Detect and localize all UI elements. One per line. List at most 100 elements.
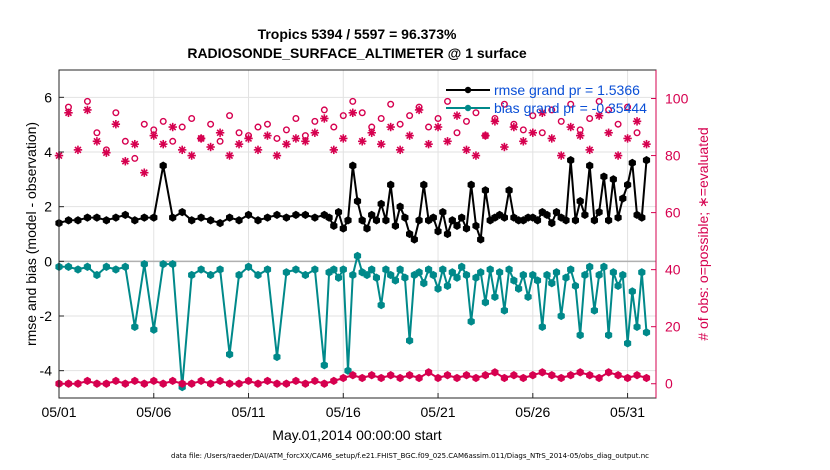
evaluated-point [73, 145, 83, 155]
possible-bottom-point [216, 376, 224, 386]
y-axis-left: -4 -2 0 2 4 6 [40, 89, 64, 379]
evaluated-point [234, 139, 244, 149]
possible-bottom-point [481, 371, 490, 380]
bias-point [330, 265, 338, 274]
bias-point [491, 292, 499, 302]
bias-point [372, 273, 381, 282]
possible-bottom-point [491, 368, 499, 377]
bias-point [448, 268, 456, 277]
evaluated-point [111, 119, 121, 129]
bias-point [334, 273, 343, 282]
possible-bottom-point [548, 371, 556, 380]
possible-point [624, 103, 632, 111]
possible-point [263, 120, 271, 128]
rmse-point [349, 161, 357, 170]
bias-point [263, 265, 272, 274]
evaluated-point [64, 108, 73, 117]
possible-bottom-point [93, 379, 101, 388]
rmse-point [590, 216, 599, 225]
evaluated-point [301, 137, 310, 146]
evaluated-point [320, 114, 329, 123]
possible-point [377, 114, 385, 122]
evaluated-point [462, 145, 471, 155]
evaluated-point [121, 157, 130, 166]
evaluated-point [130, 139, 140, 149]
possible-point [131, 154, 139, 162]
bias-point [462, 270, 471, 280]
bias-point [557, 311, 565, 321]
bias-point [197, 265, 205, 274]
rmse-point [216, 218, 224, 228]
possible-point [595, 97, 603, 105]
bias-point [112, 265, 120, 274]
x-tick-label: 05/01 [41, 404, 76, 420]
possible-point [121, 137, 129, 145]
evaluated-point [83, 105, 92, 115]
evaluated-point [642, 139, 651, 149]
bias-point [538, 322, 546, 332]
possible-bottom-point [140, 379, 148, 388]
rmse-point [562, 216, 570, 225]
chart-marks [54, 97, 651, 392]
possible-bottom-point [197, 376, 205, 386]
rmse-point [273, 210, 281, 220]
evaluated-point [358, 137, 367, 146]
rmse-point [405, 229, 414, 239]
bias-point [514, 284, 523, 293]
rmse-point [377, 199, 385, 209]
evaluated-point [500, 142, 509, 152]
possible-bottom-point [207, 379, 215, 388]
y-tick-label: 4 [44, 144, 52, 160]
rmse-point [207, 216, 215, 225]
possible-bottom-point [282, 379, 291, 388]
possible-point [188, 114, 196, 122]
evaluated-point [613, 151, 623, 160]
evaluated-point [575, 131, 585, 140]
evaluated-point [159, 139, 168, 149]
bias-point [505, 265, 513, 274]
rmse-point [472, 221, 480, 230]
bias-point [567, 265, 575, 274]
possible-bottom-point [462, 371, 471, 380]
rmse-point [467, 180, 475, 189]
bias-point [339, 265, 347, 274]
x-tick-label: 05/26 [515, 404, 550, 420]
rmse-point [434, 227, 442, 236]
rmse-point [571, 216, 580, 225]
possible-point [548, 106, 556, 114]
series-bias [55, 251, 651, 392]
rmse-point [244, 210, 253, 220]
possible-bottom-point [178, 379, 186, 388]
rmse-point [169, 213, 177, 222]
bias-point [396, 265, 404, 274]
possible-point [226, 112, 234, 120]
evaluated-point [187, 151, 196, 160]
bias-point [216, 265, 224, 274]
evaluated-point [329, 145, 339, 155]
possible-point [586, 114, 594, 122]
possible-point [311, 117, 319, 125]
bias-point [391, 276, 400, 285]
rmse-point [567, 156, 575, 165]
possible-point [112, 109, 120, 117]
possible-bottom-point [188, 379, 196, 388]
possible-bottom-point [121, 379, 129, 388]
rmse-point [462, 224, 471, 233]
rmse-point [334, 207, 343, 217]
rmse-point [83, 213, 91, 222]
possible-point [358, 109, 366, 117]
rmse-point [604, 216, 613, 225]
possible-bottom-point [529, 371, 537, 380]
rmse-point [254, 216, 262, 225]
rmse-point [500, 213, 509, 222]
y-tick-label: 6 [44, 89, 52, 105]
evaluated-point [604, 128, 613, 137]
possible-bottom-point [169, 376, 177, 386]
possible-bottom-point [472, 373, 480, 383]
chart-title: Tropics 5394 / 5597 = 96.373% [258, 26, 457, 42]
bias-point [524, 292, 532, 302]
bias-point [638, 268, 646, 277]
evaluated-point [623, 134, 632, 143]
bias-point [623, 339, 632, 348]
